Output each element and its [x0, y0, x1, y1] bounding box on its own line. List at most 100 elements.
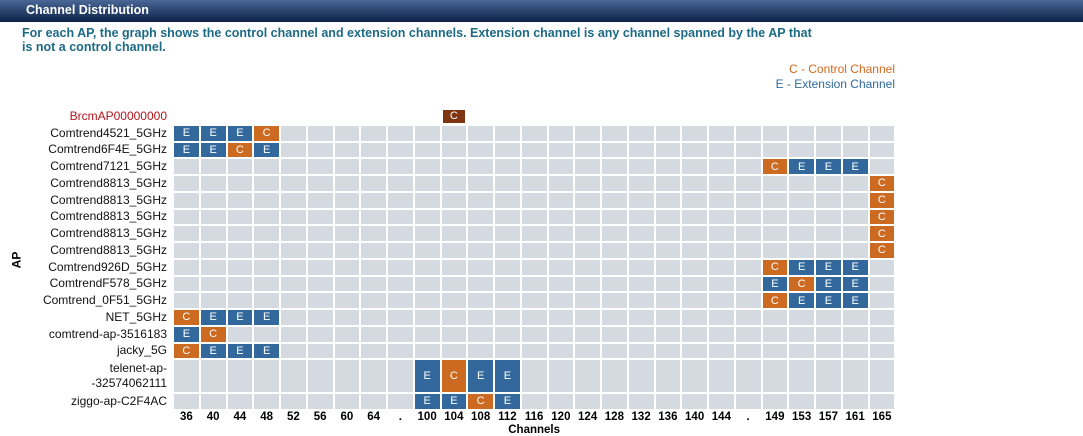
- empty-cell: [494, 141, 521, 159]
- empty-cell: [226, 208, 254, 226]
- empty-cell: [868, 258, 896, 276]
- empty-cell: [387, 208, 414, 226]
- empty-cell: [467, 342, 494, 360]
- channel-label: 124: [578, 411, 598, 423]
- empty-cell: [681, 124, 708, 142]
- empty-cell: [413, 292, 441, 309]
- empty-cell: [520, 292, 548, 309]
- empty-cell: [761, 191, 789, 209]
- channel-label: 48: [260, 411, 274, 423]
- empty-cell: [734, 309, 762, 326]
- channel-cell: C: [199, 325, 227, 343]
- empty-cell: [333, 342, 361, 360]
- empty-cell: [306, 124, 334, 142]
- channel-label: 165: [872, 411, 892, 423]
- empty-cell: [868, 141, 896, 159]
- empty-cell: [360, 141, 387, 159]
- empty-cell: [601, 292, 628, 309]
- empty-cell: [520, 342, 548, 360]
- empty-cell: [627, 359, 655, 393]
- empty-cell: [627, 208, 655, 226]
- channel-cell: E: [199, 141, 227, 159]
- empty-cell: [440, 208, 468, 226]
- empty-cell: [681, 258, 708, 276]
- empty-cell: [601, 392, 628, 410]
- empty-cell: [547, 225, 575, 242]
- empty-cell: [440, 175, 468, 192]
- ap-label: telenet-ap- -32574062111: [91, 361, 167, 390]
- empty-cell: [734, 342, 762, 360]
- empty-cell: [868, 392, 896, 410]
- channel-cell: C: [868, 191, 896, 209]
- channel-label: .: [746, 411, 750, 423]
- empty-cell: [868, 325, 896, 343]
- ap-label: Comtrend8813_5GHz: [50, 192, 167, 207]
- empty-cell: [547, 191, 575, 209]
- empty-cell: [815, 208, 842, 226]
- empty-cell: [387, 342, 414, 360]
- empty-cell: [253, 258, 280, 276]
- empty-cell: [654, 392, 682, 410]
- channel-cell: C: [868, 242, 896, 259]
- empty-cell: [494, 208, 521, 226]
- empty-cell: [601, 342, 628, 360]
- empty-cell: [467, 242, 494, 259]
- empty-cell: [333, 275, 361, 293]
- empty-cell: [467, 124, 494, 142]
- channel-cell: C: [173, 309, 200, 326]
- empty-cell: [467, 141, 494, 159]
- empty-cell: [333, 225, 361, 242]
- channel-cell: C: [253, 124, 280, 142]
- ap-label: Comtrend7121_5GHz: [50, 159, 167, 174]
- ap-label: BrcmAP00000000: [69, 108, 167, 123]
- empty-cell: [440, 124, 468, 142]
- channel-label: 161: [845, 411, 865, 423]
- empty-cell: [761, 309, 789, 326]
- channel-label: 104: [444, 411, 464, 423]
- ap-label: Comtrend6F4E_5GHz: [48, 142, 167, 157]
- empty-cell: [494, 175, 521, 192]
- empty-cell: [574, 158, 601, 175]
- empty-cell: [280, 359, 307, 393]
- channel-cell: C: [440, 359, 468, 393]
- channel-label: 136: [658, 411, 678, 423]
- empty-cell: [173, 158, 200, 175]
- empty-cell: [173, 258, 200, 276]
- empty-cell: [280, 342, 307, 360]
- empty-cell: [627, 175, 655, 192]
- empty-cell: [360, 158, 387, 175]
- empty-cell: [627, 309, 655, 326]
- channel-label: 149: [765, 411, 785, 423]
- empty-cell: [547, 242, 575, 259]
- empty-cell: [841, 175, 869, 192]
- empty-cell: [654, 225, 682, 242]
- empty-cell: [654, 342, 682, 360]
- empty-cell: [520, 158, 548, 175]
- empty-cell: [360, 242, 387, 259]
- channel-cell: E: [253, 342, 280, 360]
- empty-cell: [627, 124, 655, 142]
- empty-cell: [494, 309, 521, 326]
- empty-cell: [306, 325, 334, 343]
- empty-cell: [306, 158, 334, 175]
- ap-label: jacky_5G: [116, 343, 167, 358]
- empty-cell: [627, 392, 655, 410]
- empty-cell: [734, 124, 762, 142]
- empty-cell: [280, 309, 307, 326]
- empty-cell: [413, 275, 441, 293]
- empty-cell: [601, 309, 628, 326]
- empty-cell: [574, 275, 601, 293]
- empty-cell: [226, 392, 254, 410]
- channel-cell: E: [761, 275, 789, 293]
- empty-cell: [333, 141, 361, 159]
- empty-cell: [306, 242, 334, 259]
- empty-cell: [708, 275, 735, 293]
- empty-cell: [199, 275, 227, 293]
- empty-cell: [253, 392, 280, 410]
- empty-cell: [681, 292, 708, 309]
- empty-cell: [708, 309, 735, 326]
- empty-cell: [467, 275, 494, 293]
- empty-cell: [574, 392, 601, 410]
- channel-cell: C: [467, 392, 494, 410]
- empty-cell: [627, 342, 655, 360]
